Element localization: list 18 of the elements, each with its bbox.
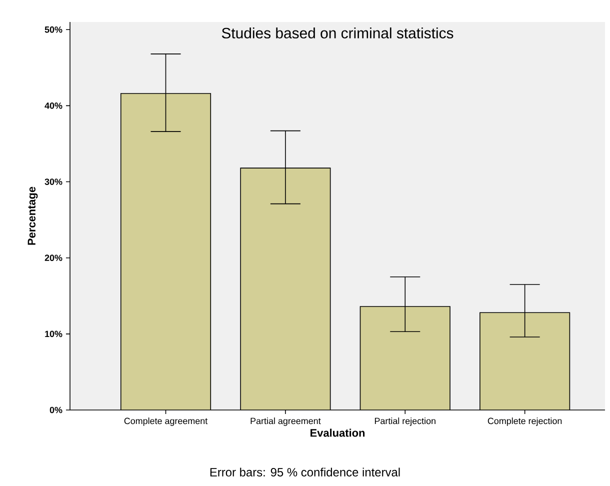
y-tick-label: 0% xyxy=(50,406,62,414)
x-tick-label: Complete rejection xyxy=(488,418,562,426)
x-tick-label: Complete agreement xyxy=(124,418,208,426)
y-tick-label: 40% xyxy=(44,102,62,109)
x-tick-label: Partial agreement xyxy=(250,418,321,426)
chart-title: Studies based on criminal statistics xyxy=(222,27,454,38)
x-tick-label: Partial rejection xyxy=(374,418,436,426)
y-axis-title: Percentage xyxy=(28,186,38,245)
bar xyxy=(240,168,330,410)
y-tick-label: 30% xyxy=(44,178,62,185)
y-tick-label: 50% xyxy=(44,26,62,33)
x-axis-title: Evaluation xyxy=(310,428,365,437)
text: Error bars: 95 % confidence interval xyxy=(210,468,400,476)
y-tick-label: 10% xyxy=(45,330,62,338)
bar xyxy=(480,312,570,410)
bar xyxy=(360,306,450,410)
y-tick-label: 20% xyxy=(44,254,62,262)
bar xyxy=(120,94,211,410)
